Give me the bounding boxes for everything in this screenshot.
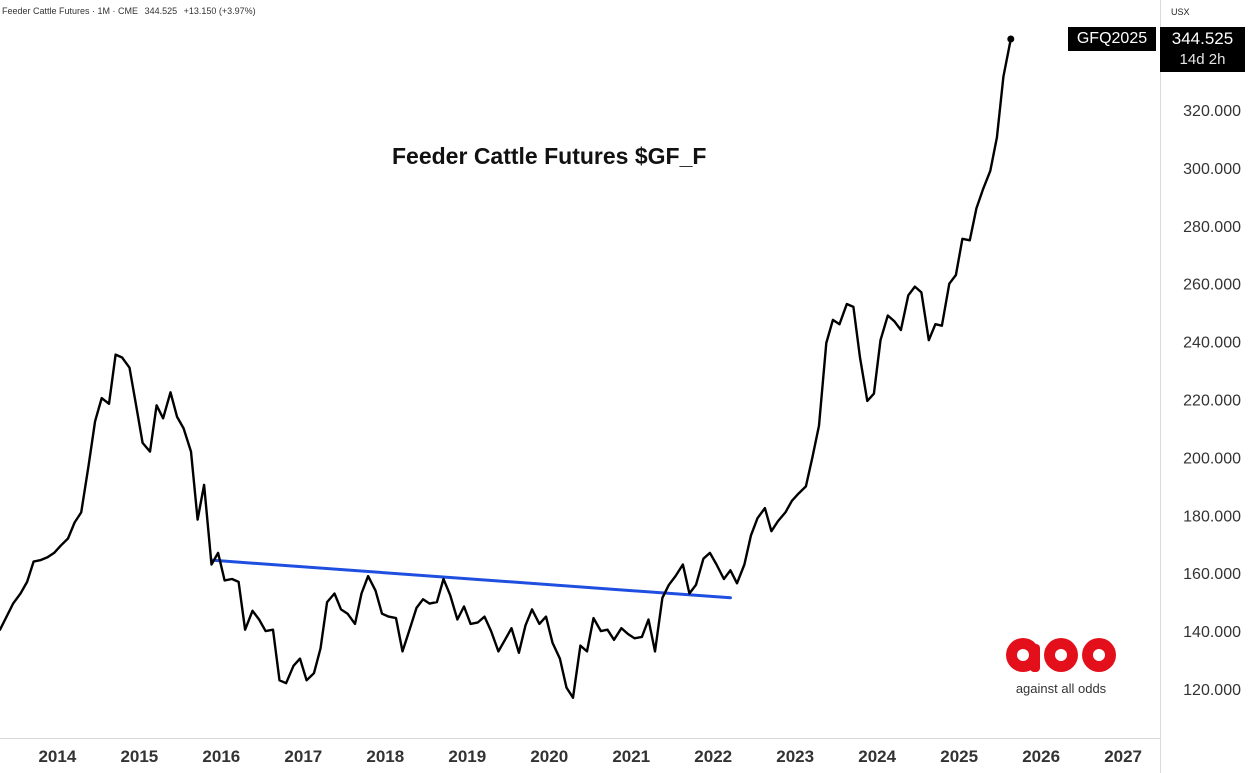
chart-title: Feeder Cattle Futures $GF_F <box>392 143 707 169</box>
price-axis-tick-label: 120.000 <box>1183 682 1241 699</box>
trendline[interactable] <box>210 558 732 600</box>
time-axis-tick-label: 2016 <box>202 747 240 766</box>
logo-a-stem <box>1030 644 1040 672</box>
time-axis-tick-label: 2026 <box>1022 747 1060 766</box>
aao-logo-icon <box>1006 638 1116 672</box>
symbol-info: Feeder Cattle Futures · 1M · CME <box>2 6 139 16</box>
price-axis-tick-label: 260.000 <box>1183 277 1241 294</box>
time-axis-tick-label: 2015 <box>120 747 158 766</box>
time-axis-tick-label: 2022 <box>694 747 732 766</box>
price-axis-tick-label: 240.000 <box>1183 335 1241 352</box>
symbol-badge: GFQ2025 <box>1068 27 1156 51</box>
time-axis-tick-label: 2025 <box>940 747 978 766</box>
price-badge: 344.525 14d 2h <box>1160 27 1245 72</box>
time-axis-tick-label: 2027 <box>1104 747 1142 766</box>
logo-text: against all odds <box>1015 681 1107 696</box>
logo-hole <box>1017 649 1029 661</box>
time-axis-border <box>0 738 1160 739</box>
time-axis-tick-label: 2019 <box>448 747 486 766</box>
time-axis-tick-label: 2024 <box>858 747 896 766</box>
last-price-text: 344.525 <box>144 6 178 16</box>
time-axis-tick-label: 2021 <box>612 747 650 766</box>
logo-hole <box>1055 649 1067 661</box>
price-axis-tick-label: 200.000 <box>1183 450 1241 467</box>
bar-countdown: 14d 2h <box>1179 51 1226 68</box>
time-axis-ticks: 2014 2015 2016 2017 2018 2019 2020 2021 2022 2023… <box>38 747 1142 766</box>
price-change-text: +13.150 (+3.97%) <box>183 6 256 16</box>
time-axis-tick-label: 2017 <box>284 747 322 766</box>
time-axis-tick-label: 2014 <box>38 747 76 766</box>
logo-hole <box>1093 649 1105 661</box>
price-axis-tick-label: 180.000 <box>1183 508 1241 525</box>
time-axis-tick-label: 2018 <box>366 747 404 766</box>
price-axis-tick-label: 280.000 <box>1183 219 1241 236</box>
symbol-info-bar: Feeder Cattle Futures · 1M · CME 344.525… <box>2 6 260 16</box>
price-axis-tick-label: 320.000 <box>1183 103 1241 120</box>
price-series-line[interactable] <box>0 37 1012 699</box>
price-axis-tick-label: 140.000 <box>1183 624 1241 641</box>
price-axis-tick-label: 160.000 <box>1183 566 1241 583</box>
price-axis-border <box>1160 0 1161 773</box>
price-badge-value: 344.525 <box>1171 29 1234 48</box>
last-price-point <box>1007 35 1015 43</box>
price-axis-ticks: 120.000 140.000 160.000 180.000 200.000 220.0… <box>1183 103 1241 699</box>
brand-logo: against all odds <box>1004 636 1118 696</box>
time-axis-tick-label: 2020 <box>530 747 568 766</box>
time-axis-tick-label: 2023 <box>776 747 814 766</box>
price-axis-tick-label: 220.000 <box>1183 393 1241 410</box>
currency-label: USX <box>1171 7 1190 17</box>
price-axis-tick-label: 300.000 <box>1183 161 1241 178</box>
